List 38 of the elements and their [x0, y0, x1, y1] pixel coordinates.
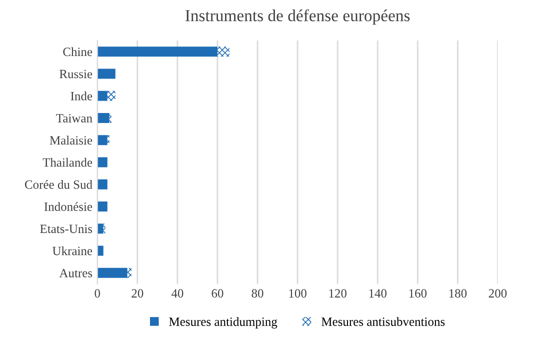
bar — [97, 179, 108, 190]
y-tick-label: Chine — [63, 47, 92, 56]
x-tick-label: 120 — [329, 289, 346, 298]
bar — [97, 46, 218, 57]
bar — [127, 268, 132, 278]
x-tick-label: 160 — [409, 289, 427, 298]
bar — [97, 68, 116, 79]
y-tick-label: Inde — [70, 92, 92, 100]
y-tick-label: Malaisie — [50, 136, 92, 145]
y-tick-label: Indonésie — [44, 202, 92, 211]
x-tick-label: 20 — [132, 289, 144, 298]
bar — [97, 202, 108, 212]
legend-label: Mesures antisubventions — [322, 317, 445, 326]
x-tick-label: 180 — [449, 289, 467, 298]
y-tick-label: Taiwan — [56, 114, 92, 122]
bar — [217, 46, 230, 57]
bar — [97, 268, 128, 278]
y-tick-label: Thailande — [42, 158, 92, 167]
x-tick-label: 140 — [369, 289, 387, 298]
x-tick-label: 200 — [488, 289, 507, 298]
x-tick-label: 80 — [252, 289, 264, 298]
x-tick-label: 100 — [289, 289, 306, 298]
x-tick-label: 0 — [94, 289, 100, 298]
bar — [97, 135, 108, 146]
y-tick-label: Corée du Sud — [24, 180, 92, 189]
bar — [97, 113, 110, 123]
bar — [107, 90, 116, 101]
y-tick-label: Autres — [59, 268, 92, 278]
x-tick-label: 60 — [212, 289, 224, 298]
y-tick-label: Etats-Unis — [40, 224, 92, 234]
bar — [97, 157, 108, 168]
legend-label: Mesures antidumping — [169, 317, 278, 329]
bar — [97, 90, 108, 101]
x-tick-label: 40 — [171, 289, 184, 298]
y-tick-label: Ukraine — [52, 246, 92, 256]
y-tick-label: Russie — [60, 70, 92, 78]
chart-title: Instruments de défense européens — [185, 9, 410, 25]
bar — [97, 224, 104, 234]
